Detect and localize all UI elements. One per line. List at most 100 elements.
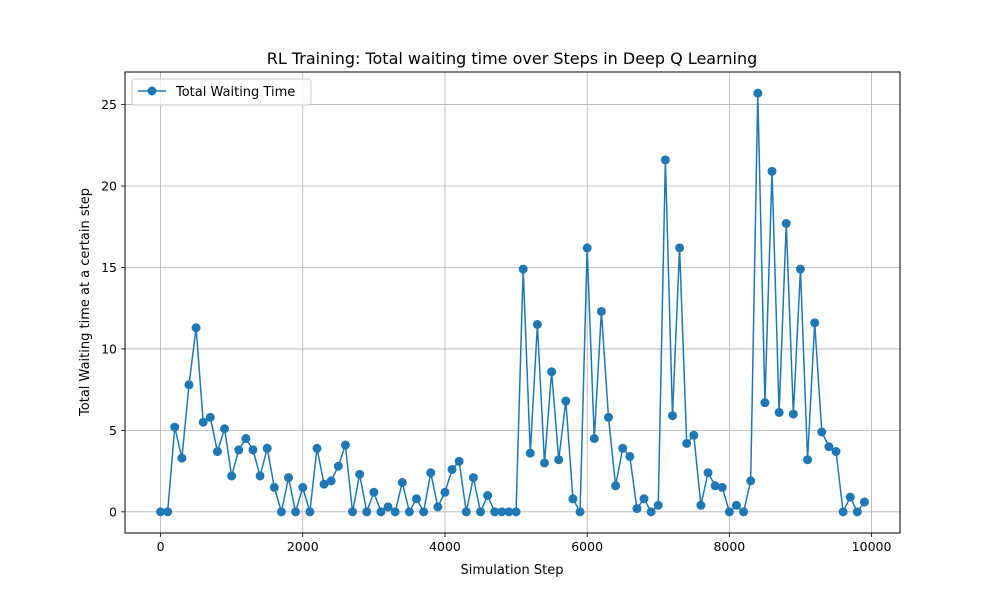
data-point: [476, 507, 486, 517]
legend-marker-sample: [147, 86, 157, 96]
data-point: [497, 507, 507, 517]
data-point: [447, 464, 457, 474]
data-point: [191, 323, 201, 333]
data-point: [355, 469, 365, 479]
x-tick-label: 6000: [571, 539, 603, 554]
y-tick-label: 10: [101, 341, 117, 356]
legend-label: Total Waiting Time: [175, 85, 295, 100]
data-point: [795, 264, 805, 274]
data-point: [603, 412, 613, 422]
data-point: [710, 481, 720, 491]
data-point: [653, 500, 663, 510]
data-point: [170, 422, 180, 432]
data-point: [646, 507, 656, 517]
data-point: [760, 398, 770, 408]
y-tick-label: 15: [101, 260, 117, 275]
data-point: [220, 424, 230, 434]
data-point: [227, 471, 237, 481]
data-point: [390, 507, 400, 517]
data-point: [412, 494, 422, 504]
data-point: [547, 367, 557, 377]
data-point: [198, 417, 208, 427]
x-axis-label: Simulation Step: [461, 563, 564, 578]
data-point: [660, 155, 670, 165]
data-point: [298, 482, 308, 492]
data-point: [724, 507, 734, 517]
data-point: [376, 507, 386, 517]
data-point: [163, 507, 173, 517]
data-point: [333, 461, 343, 471]
data-point: [312, 443, 322, 453]
data-point: [675, 243, 685, 253]
data-point: [611, 481, 621, 491]
data-point: [262, 443, 272, 453]
data-point: [255, 471, 265, 481]
data-point: [696, 500, 706, 510]
data-point: [852, 507, 862, 517]
data-point: [461, 507, 471, 517]
y-tick-label: 25: [101, 97, 117, 112]
x-tick-label: 8000: [713, 539, 745, 554]
data-point: [717, 482, 727, 492]
data-point: [689, 430, 699, 440]
data-point: [845, 492, 855, 502]
data-point: [419, 507, 429, 517]
data-point: [511, 507, 521, 517]
data-point: [177, 453, 187, 463]
data-point: [248, 445, 258, 455]
x-tick-label: 4000: [429, 539, 461, 554]
data-point: [781, 218, 791, 228]
data-point: [426, 468, 436, 478]
data-point: [788, 409, 798, 419]
data-point: [810, 318, 820, 328]
data-point: [348, 507, 358, 517]
legend-frame: [131, 78, 312, 106]
data-point: [561, 396, 571, 406]
data-point: [490, 507, 500, 517]
data-point: [319, 479, 329, 489]
data-point: [703, 468, 713, 478]
data-point: [767, 166, 777, 176]
data-point: [667, 411, 677, 421]
data-point: [774, 407, 784, 417]
data-point: [326, 476, 336, 486]
data-point: [589, 434, 599, 444]
data-point: [568, 494, 578, 504]
data-point: [291, 507, 301, 517]
data-point: [504, 507, 514, 517]
data-point: [205, 412, 215, 422]
data-point: [284, 473, 294, 483]
x-tick-label: 2000: [287, 539, 319, 554]
data-point: [234, 445, 244, 455]
data-point: [241, 434, 251, 444]
data-point: [596, 306, 606, 316]
data-point: [859, 497, 869, 507]
data-point: [746, 476, 756, 486]
data-point: [212, 447, 222, 457]
data-point: [305, 507, 315, 517]
y-axis-label: Total Waiting time at a certain step: [78, 188, 93, 417]
data-point: [156, 507, 166, 517]
data-point: [518, 264, 528, 274]
data-point: [838, 507, 848, 517]
data-point: [731, 500, 741, 510]
data-point: [739, 507, 749, 517]
legend: Total Waiting Time: [131, 78, 312, 106]
data-point: [575, 507, 585, 517]
data-point: [276, 507, 286, 517]
data-point: [639, 494, 649, 504]
x-tick-label: 10000: [852, 539, 892, 554]
data-point: [369, 487, 379, 497]
data-point: [582, 243, 592, 253]
series-layer: [156, 88, 869, 517]
data-point: [397, 478, 407, 488]
y-tick-label: 0: [109, 504, 117, 519]
data-point: [483, 491, 493, 501]
data-point: [525, 448, 535, 458]
x-tick-label: 0: [157, 539, 165, 554]
data-point: [433, 502, 443, 512]
y-tick-label: 5: [109, 423, 117, 438]
data-point: [184, 380, 194, 390]
data-point: [831, 447, 841, 457]
